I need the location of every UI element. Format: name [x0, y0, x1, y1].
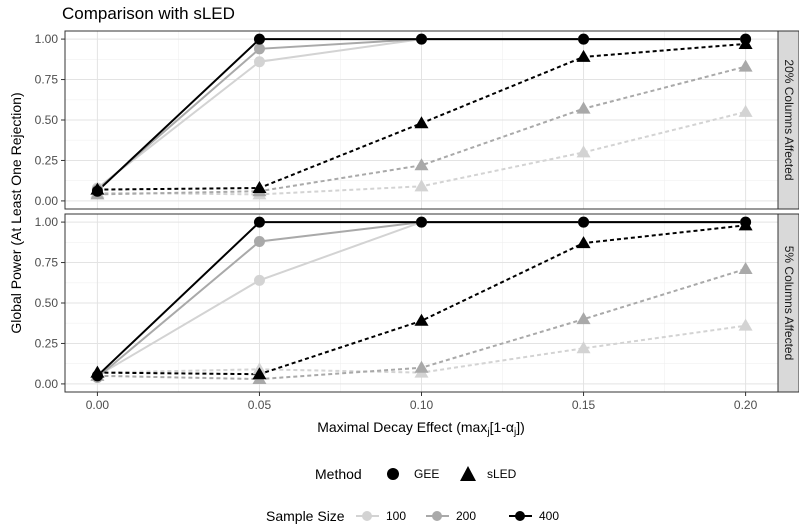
point-sled-200: [576, 312, 591, 325]
point-sled-400: [252, 180, 267, 193]
y-tick-label: 0.25: [35, 153, 59, 167]
facet-strip-label: 5% Columns Affected: [782, 246, 796, 361]
facet-strip: [777, 213, 799, 393]
point-gee-200: [253, 236, 265, 248]
point-sled-400: [90, 182, 105, 195]
legend-sled-key: [460, 466, 476, 481]
point-sled-100: [738, 104, 753, 117]
y-tick-label: 0.75: [35, 73, 59, 87]
legend-gee-label: GEE: [414, 467, 439, 481]
legend-size-100-label: 100: [386, 509, 406, 523]
legend-size-400-label: 400: [539, 509, 559, 523]
point-sled-400: [414, 313, 429, 326]
chart-title: Comparison with sLED: [62, 4, 235, 23]
legend-size-100-key: [362, 511, 372, 521]
x-tick-label: 0.00: [86, 398, 110, 412]
x-axis-title: Maximal Decay Effect (maxj[1-αj]): [317, 419, 525, 438]
y-tick-label: 0.50: [35, 113, 59, 127]
y-tick-label: 1.00: [35, 32, 59, 46]
x-tick-label: 0.10: [410, 398, 434, 412]
legend-sled-label: sLED: [487, 467, 517, 481]
legend-method-title: Method: [315, 466, 362, 482]
point-gee-400: [253, 33, 265, 45]
facet-strip-label: 20% Columns Affected: [782, 59, 796, 180]
point-sled-400: [252, 367, 267, 380]
point-gee-400: [416, 216, 427, 228]
y-tick-label: 0.25: [35, 336, 59, 350]
point-gee-400: [253, 216, 265, 228]
x-tick-label: 0.20: [734, 398, 758, 412]
y-tick-label: 0.00: [35, 194, 59, 208]
point-gee-400: [416, 33, 427, 45]
point-sled-200: [414, 158, 429, 171]
point-sled-100: [576, 341, 591, 354]
legend-size-title: Sample Size: [266, 508, 345, 524]
series-line-sled-200: [97, 65, 746, 196]
point-sled-400: [576, 49, 591, 62]
panel-2: 0.00 0.25 0.50 0.75 1.00 5% Columns Affected 0…: [35, 213, 799, 412]
point-sled-400: [576, 236, 591, 249]
point-sled-200: [414, 360, 429, 373]
point-sled-400: [414, 116, 429, 129]
point-sled-200: [738, 262, 753, 275]
legend-size: Sample Size 100 200 400: [266, 508, 559, 524]
point-sled-200: [738, 59, 753, 72]
legend-size-200-label: 200: [456, 509, 476, 523]
point-sled-400: [90, 365, 105, 378]
y-axis-title: Global Power (At Least One Rejection): [8, 92, 24, 333]
point-sled-200: [576, 101, 591, 114]
legend-method: Method GEE sLED: [315, 466, 517, 482]
point-sled-100: [414, 179, 429, 192]
y-tick-label: 0.75: [35, 256, 59, 270]
legend-gee-key: [387, 468, 399, 480]
point-sled-100: [738, 318, 753, 331]
x-tick-label: 0.15: [572, 398, 596, 412]
facet-strip: [777, 30, 799, 210]
x-tick-label: 0.05: [248, 398, 272, 412]
point-sled-400: [738, 36, 753, 49]
point-gee-400: [578, 33, 590, 45]
panel-1: 0.00 0.25 0.50 0.75 1.00 20% Columns Affected: [35, 30, 799, 210]
y-tick-label: 0.50: [35, 296, 59, 310]
point-gee-100: [253, 56, 265, 68]
point-sled-100: [576, 145, 591, 158]
point-sled-400: [738, 218, 753, 231]
point-gee-400: [578, 216, 590, 228]
legend-size-400-key: [515, 511, 525, 521]
legend-size-200-key: [432, 511, 442, 521]
point-gee-200: [253, 43, 265, 55]
y-tick-label: 1.00: [35, 215, 59, 229]
y-tick-label: 0.00: [35, 377, 59, 391]
point-gee-100: [253, 274, 265, 286]
